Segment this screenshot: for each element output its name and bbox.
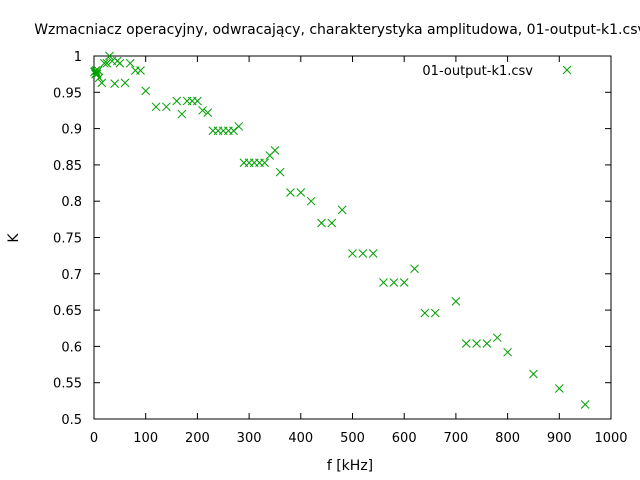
data-point [270,146,280,155]
data-point [529,369,538,379]
data-point [234,122,244,131]
data-point [94,73,104,83]
legend: 01-output-k1.csv [422,64,572,79]
data-point [337,205,347,215]
y-tick-label: 0.7 [61,268,82,283]
data-point [260,158,269,168]
data-point [358,249,368,258]
y-tick-label: 0.85 [53,159,82,174]
data-point [503,347,512,357]
data-point [93,66,103,75]
y-tick-label: 0.9 [61,123,82,138]
x-tick-label: 300 [237,431,262,446]
y-tick-label: 0.95 [53,86,82,101]
data-point [125,58,135,68]
data-point [492,333,502,343]
data-point [379,278,388,287]
x-tick-label: 100 [133,431,158,446]
data-point [136,66,145,75]
data-point [554,384,564,393]
data-point [580,400,590,409]
y-tick-label: 0.65 [53,304,82,319]
data-point [141,86,151,96]
data-point [193,96,202,106]
data-points [90,51,590,409]
y-tick-label: 0.75 [53,232,82,247]
x-tick-label: 600 [392,431,417,446]
data-point [296,188,306,197]
data-point [410,264,419,274]
legend-label: 01-output-k1.csv [422,64,533,79]
x-tick-label: 500 [340,431,365,446]
data-point [198,106,207,115]
plot-border [93,55,612,420]
data-point [229,126,238,136]
data-point [327,218,337,228]
data-point [451,297,461,306]
data-point [97,78,107,88]
data-point [317,218,326,228]
data-point [203,108,213,117]
data-point [120,78,130,88]
y-tick-label: 0.8 [61,195,82,210]
data-point [162,102,171,112]
data-point [177,109,187,119]
data-point [286,188,295,197]
y-tick-label: 0.5 [61,413,82,428]
x-axis-label: f [kHz] [327,458,373,474]
plot-frame [93,55,612,420]
x-tick-label: 400 [288,431,313,446]
data-point [306,196,316,206]
x-tick-label: 200 [185,431,210,446]
y-tick-label: 1 [74,50,82,65]
x-tick-label: 1000 [594,431,627,446]
y-axis-label: K [6,233,22,243]
data-point [420,308,430,318]
x-tick-label: 800 [495,431,520,446]
data-point [105,51,114,61]
data-point [368,249,378,258]
data-point [472,339,481,348]
legend-marker [562,65,572,75]
data-point [102,58,112,68]
data-point [482,339,492,348]
chart-title: Wzmacniacz operacyjny, odwracający, char… [34,22,640,38]
data-point [399,278,409,287]
data-point [430,308,440,318]
y-tick-label: 0.6 [61,340,82,355]
x-tick-label: 900 [547,431,572,446]
data-point [115,58,125,68]
y-tick-label: 0.55 [53,377,82,392]
y-axis-ticks: 0.5 0.55 0.6 0.65 0.7 0.75 0.8 0.85 0.9 0.95 1 [53,50,611,428]
data-point [348,249,357,258]
data-point [275,167,285,177]
data-point [99,58,109,68]
data-point [151,102,161,112]
x-tick-label: 0 [90,431,98,446]
data-point [389,278,399,287]
data-point [461,339,471,348]
x-tick-label: 700 [443,431,468,446]
x-axis-ticks: 0 100 200 300 400 500 600 700 800 900 1000 [90,56,628,446]
data-point [110,79,120,88]
data-point [172,96,182,106]
